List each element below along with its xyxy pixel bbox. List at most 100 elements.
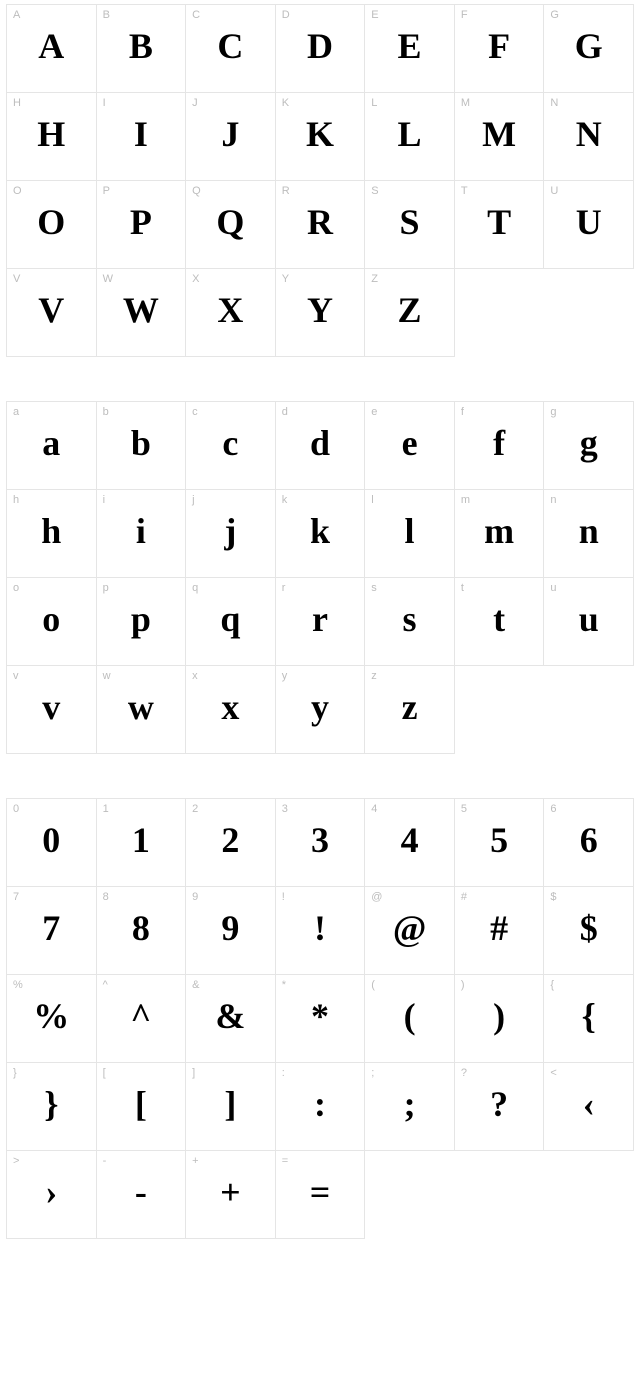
glyph-cell: )) <box>455 975 545 1063</box>
cell-key-label: ] <box>192 1067 195 1079</box>
cell-glyph: ; <box>404 1086 416 1122</box>
glyph-cell: RR <box>276 181 366 269</box>
cell-key-label: 6 <box>550 803 556 815</box>
cell-key-label: ) <box>461 979 465 991</box>
cell-glyph: t <box>493 601 505 637</box>
glyph-cell: FF <box>455 5 545 93</box>
cell-glyph: K <box>306 116 334 152</box>
glyph-cell: SS <box>365 181 455 269</box>
cell-key-label: C <box>192 9 200 21</box>
cell-glyph: N <box>576 116 602 152</box>
glyph-cell: -- <box>97 1151 187 1239</box>
glyph-cell: rr <box>276 578 366 666</box>
cell-glyph: X <box>217 292 243 328</box>
glyph-cell: II <box>97 93 187 181</box>
glyph-cell: TT <box>455 181 545 269</box>
glyph-cell: }} <box>7 1063 97 1151</box>
glyph-cell: 77 <box>7 887 97 975</box>
cell-glyph: # <box>490 910 508 946</box>
cell-key-label: f <box>461 406 464 418</box>
cell-glyph: g <box>580 425 598 461</box>
cell-key-label: G <box>550 9 559 21</box>
cell-glyph: S <box>400 204 420 240</box>
cell-glyph: [ <box>135 1086 147 1122</box>
cell-key-label: & <box>192 979 199 991</box>
cell-key-label: w <box>103 670 111 682</box>
cell-glyph: e <box>402 425 418 461</box>
glyph-cell: !! <box>276 887 366 975</box>
character-map: AABBCCDDEEFFGGHHIIJJKKLLMMNNOOPPQQRRSSTT… <box>6 4 634 1239</box>
cell-glyph: r <box>312 601 328 637</box>
glyph-grid: 00112233445566778899!!@@##$$%%^^&&**(())… <box>6 798 634 1239</box>
cell-glyph: : <box>314 1086 326 1122</box>
cell-glyph: A <box>38 28 64 64</box>
glyph-cell: dd <box>276 402 366 490</box>
glyph-cell: UU <box>544 181 634 269</box>
section-symbols: 00112233445566778899!!@@##$$%%^^&&**(())… <box>6 798 634 1239</box>
glyph-cell: ?? <box>455 1063 545 1151</box>
cell-key-label: + <box>192 1155 198 1167</box>
cell-glyph: L <box>398 116 422 152</box>
cell-glyph: d <box>310 425 330 461</box>
cell-key-label: : <box>282 1067 285 1079</box>
glyph-cell: ]] <box>186 1063 276 1151</box>
cell-key-label: d <box>282 406 288 418</box>
cell-key-label: u <box>550 582 556 594</box>
cell-glyph: R <box>307 204 333 240</box>
cell-key-label: c <box>192 406 198 418</box>
cell-key-label: b <box>103 406 109 418</box>
cell-glyph: ! <box>314 910 326 946</box>
cell-glyph: ( <box>404 998 416 1034</box>
glyph-cell: 11 <box>97 799 187 887</box>
glyph-cell: KK <box>276 93 366 181</box>
glyph-cell: 22 <box>186 799 276 887</box>
glyph-cell: zz <box>365 666 455 754</box>
cell-key-label: ^ <box>103 979 108 991</box>
cell-key-label: M <box>461 97 470 109</box>
cell-glyph: z <box>402 689 418 725</box>
cell-key-label: 4 <box>371 803 377 815</box>
cell-key-label: 3 <box>282 803 288 815</box>
cell-glyph: w <box>128 689 154 725</box>
cell-glyph: i <box>136 513 146 549</box>
cell-glyph: c <box>222 425 238 461</box>
glyph-cell: VV <box>7 269 97 357</box>
cell-glyph: q <box>220 601 240 637</box>
glyph-cell: @@ <box>365 887 455 975</box>
cell-key-label: a <box>13 406 19 418</box>
cell-glyph: = <box>310 1174 331 1210</box>
cell-glyph: l <box>405 513 415 549</box>
cell-glyph: 3 <box>311 822 329 858</box>
cell-key-label: ? <box>461 1067 467 1079</box>
cell-glyph: H <box>37 116 65 152</box>
glyph-cell: AA <box>7 5 97 93</box>
cell-key-label: @ <box>371 891 382 903</box>
cell-key-label: H <box>13 97 21 109</box>
cell-key-label: h <box>13 494 19 506</box>
cell-key-label: y <box>282 670 288 682</box>
cell-key-label: = <box>282 1155 288 1167</box>
glyph-cell: ZZ <box>365 269 455 357</box>
cell-key-label: m <box>461 494 470 506</box>
cell-glyph: 7 <box>42 910 60 946</box>
cell-glyph: C <box>217 28 243 64</box>
empty-cell <box>365 1151 455 1239</box>
glyph-cell: MM <box>455 93 545 181</box>
glyph-cell: PP <box>97 181 187 269</box>
cell-glyph: p <box>131 601 151 637</box>
cell-glyph: Z <box>398 292 422 328</box>
cell-key-label: k <box>282 494 288 506</box>
glyph-cell: oo <box>7 578 97 666</box>
cell-key-label: E <box>371 9 378 21</box>
glyph-cell: ^^ <box>97 975 187 1063</box>
glyph-cell: WW <box>97 269 187 357</box>
cell-glyph: ? <box>490 1086 508 1122</box>
glyph-cell: GG <box>544 5 634 93</box>
cell-key-label: I <box>103 97 106 109</box>
cell-key-label: O <box>13 185 22 197</box>
cell-glyph: G <box>575 28 603 64</box>
cell-glyph: y <box>311 689 329 725</box>
cell-key-label: W <box>103 273 113 285</box>
empty-cell <box>455 1151 545 1239</box>
glyph-cell: 44 <box>365 799 455 887</box>
